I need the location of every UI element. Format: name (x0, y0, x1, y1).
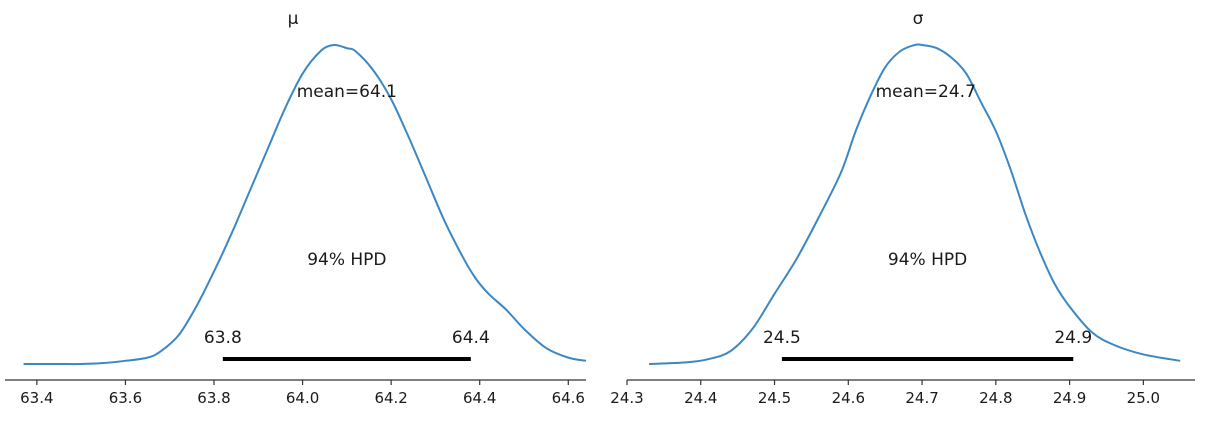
posterior-panel-sigma: σ mean=24.7 94% HPD 24.5 24.9 24.3 24.4 24… (610, 9, 1195, 407)
x-tick-label: 63.8 (197, 389, 230, 407)
hpd-label: 94% HPD (307, 250, 386, 270)
x-tick-label: 64.6 (552, 389, 585, 407)
x-tick-label: 24.4 (684, 389, 717, 407)
hpd-high-label: 64.4 (452, 328, 490, 348)
mean-label: mean=24.7 (876, 82, 976, 102)
hpd-low-label: 24.5 (763, 328, 801, 348)
density-curve (649, 43, 1181, 365)
x-tick-label: 64.2 (374, 389, 407, 407)
panel-title: μ (288, 9, 299, 29)
x-tick-label: 24.7 (905, 389, 938, 407)
x-tick-label: 24.9 (1053, 389, 1086, 407)
panel-title: σ (913, 9, 924, 29)
x-tick-label: 24.3 (610, 389, 643, 407)
x-axis-ticks: 63.4 63.6 63.8 64.0 64.2 64.4 64.6 (20, 380, 585, 407)
hpd-label: 94% HPD (888, 250, 967, 270)
x-axis-ticks: 24.3 24.4 24.5 24.6 24.7 24.8 24.9 25.0 (610, 380, 1160, 407)
density-curve (23, 43, 587, 366)
x-tick-label: 64.0 (286, 389, 319, 407)
x-tick-label: 63.6 (109, 389, 142, 407)
mean-label: mean=64.1 (297, 82, 397, 102)
x-tick-label: 64.4 (463, 389, 496, 407)
hpd-high-label: 24.9 (1054, 328, 1092, 348)
x-tick-label: 25.0 (1127, 389, 1160, 407)
x-tick-label: 24.5 (758, 389, 791, 407)
x-tick-label: 24.8 (979, 389, 1012, 407)
x-tick-label: 24.6 (832, 389, 865, 407)
hpd-low-label: 63.8 (204, 328, 242, 348)
x-tick-label: 63.4 (20, 389, 53, 407)
posterior-panel-mu: μ mean=64.1 94% HPD 63.8 64.4 63.4 63.6 63… (5, 9, 587, 407)
